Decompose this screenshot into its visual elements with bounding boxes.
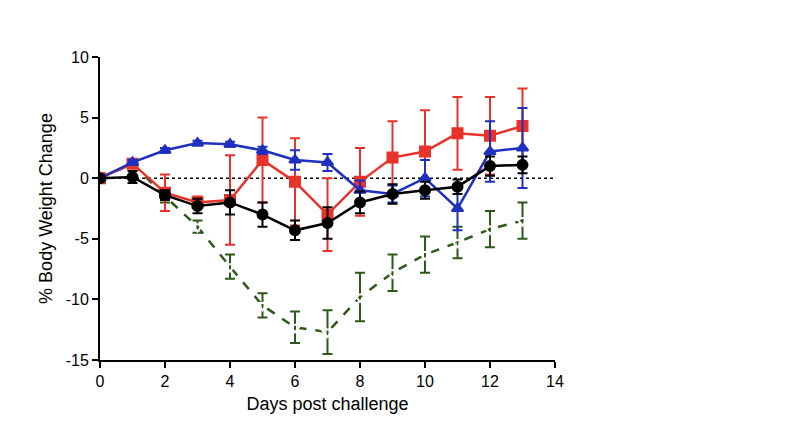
svg-text:0: 0 <box>80 170 89 187</box>
svg-text:10: 10 <box>416 373 434 390</box>
svg-text:5: 5 <box>80 109 89 126</box>
svg-text:4: 4 <box>226 373 235 390</box>
svg-text:0: 0 <box>96 373 105 390</box>
svg-text:14: 14 <box>546 373 564 390</box>
svg-text:Days post challenge: Days post challenge <box>246 394 408 414</box>
svg-text:8: 8 <box>356 373 365 390</box>
svg-text:2: 2 <box>161 373 170 390</box>
svg-text:6: 6 <box>291 373 300 390</box>
svg-text:-5: -5 <box>75 230 89 247</box>
svg-text:10: 10 <box>71 49 89 66</box>
svg-text:-15: -15 <box>66 352 89 369</box>
svg-text:% Body Weight Change: % Body Weight Change <box>36 113 56 304</box>
svg-text:-10: -10 <box>66 291 89 308</box>
svg-text:12: 12 <box>481 373 499 390</box>
